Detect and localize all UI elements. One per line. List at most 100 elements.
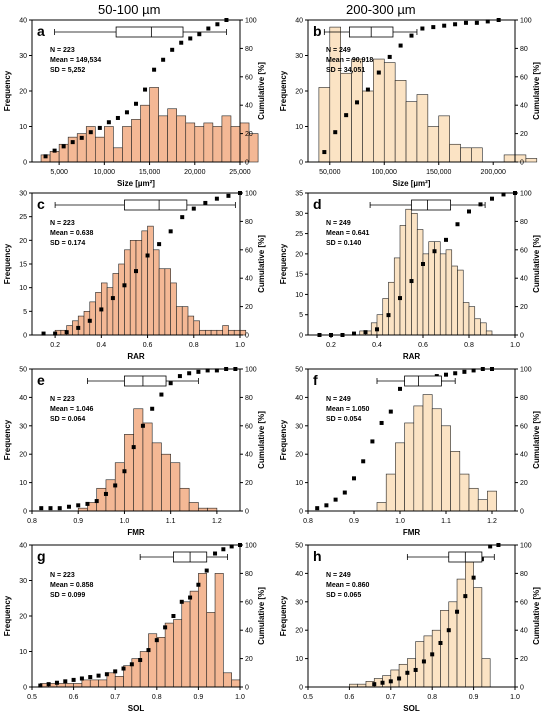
x-tick-label: 0.6 <box>69 694 79 701</box>
histogram-bar <box>431 408 442 512</box>
cumulative-point <box>388 409 393 414</box>
cumulative-point <box>438 640 443 645</box>
histogram-bar <box>434 241 441 336</box>
y2-tick-label: 100 <box>245 191 257 198</box>
histogram-bar <box>465 561 474 688</box>
cumulative-point <box>204 568 209 573</box>
y2-tick-label: 80 <box>520 46 528 53</box>
histogram-bar <box>388 281 395 336</box>
cumulative-point <box>41 331 46 336</box>
y-tick-label: 30 <box>19 423 27 430</box>
cumulative-point <box>463 594 468 599</box>
cumulative-point <box>488 544 493 549</box>
y2-tick-label: 60 <box>520 423 528 430</box>
y2-tick-label: 60 <box>245 599 253 606</box>
histogram-bar <box>362 90 374 163</box>
cumulative-point <box>333 130 338 135</box>
cumulative-point <box>157 242 162 247</box>
histogram-bar <box>161 453 171 512</box>
x-tick-label: 1.1 <box>441 518 451 525</box>
cumulative-point <box>110 296 115 301</box>
stats-text: SD = 0.054 <box>326 416 361 423</box>
x-tick-label: 15,000 <box>139 169 161 176</box>
histogram-bar <box>399 225 407 336</box>
histogram-bar <box>214 573 224 688</box>
histogram-bar <box>468 306 476 336</box>
y-tick-label: 10 <box>19 649 27 656</box>
histogram-bar <box>340 72 352 163</box>
histogram-bar <box>477 499 488 512</box>
histogram-bar <box>438 115 450 163</box>
cumulative-point <box>180 215 185 220</box>
histogram-bar <box>98 679 108 688</box>
cumulative-point <box>365 87 370 92</box>
y-tick-label: 0 <box>299 160 303 167</box>
cumulative-point <box>386 313 391 318</box>
y2-tick-label: 80 <box>245 395 253 402</box>
cumulative-point <box>490 196 494 201</box>
x-tick-label: 0.9 <box>349 518 359 525</box>
x-tick-label: 0.8 <box>152 694 162 701</box>
histogram-bar <box>413 405 424 512</box>
stats-text: N = 223 <box>50 396 75 403</box>
histogram-bar <box>205 329 212 336</box>
histogram-bar <box>142 422 153 512</box>
x-tick-label: 200,000 <box>481 169 506 176</box>
plot-frame <box>307 192 516 336</box>
column-title-right: 200-300 µm <box>346 2 416 17</box>
histogram-bar <box>405 208 412 336</box>
histogram-bar <box>222 325 229 336</box>
cumulative-point <box>43 154 48 159</box>
x-tick-label: 1.0 <box>120 518 130 525</box>
histogram-bar <box>451 265 458 336</box>
cumulative-point <box>134 101 138 106</box>
histogram-bar <box>95 136 105 163</box>
cumulative-point <box>478 202 483 207</box>
panel-g: 0.5 0.6 0.7 0.8 0.9 1.0010203040020406080100S… <box>3 543 266 714</box>
x-tick-label: 0.8 <box>27 518 37 525</box>
histogram-bar <box>176 306 183 336</box>
cumulative-point <box>444 237 448 242</box>
histogram-bar <box>189 590 199 688</box>
y-tick-label: 30 <box>295 423 303 430</box>
cumulative-point <box>398 386 402 391</box>
y-tick-label: 35 <box>295 191 303 198</box>
cumulative-point <box>187 371 192 376</box>
cumulative-point <box>453 22 458 27</box>
x-tick-label: 0.6 <box>143 342 153 349</box>
histogram-bar <box>404 422 415 512</box>
cumulative-point <box>168 229 173 234</box>
cumulative-point <box>431 25 436 30</box>
cumulative-point <box>363 330 368 335</box>
histogram-bar <box>230 126 241 163</box>
histogram-bar <box>422 253 430 336</box>
cumulative-point <box>140 423 145 428</box>
cumulative-point <box>103 491 108 496</box>
histogram-bar <box>233 329 241 336</box>
histogram-bar <box>473 587 483 688</box>
y2-axis-label: Cumulative [%] <box>532 411 541 469</box>
y-tick-label: 5 <box>23 309 27 316</box>
cumulative-point <box>154 638 159 643</box>
y-tick-label: 40 <box>19 395 27 402</box>
histogram-bar <box>415 641 425 688</box>
stats-text: Mean = 90,918 <box>326 57 373 64</box>
histogram-bar <box>124 249 131 336</box>
x-tick-label: 0.7 <box>110 694 120 701</box>
histogram-bar <box>104 126 114 163</box>
histogram-bar <box>376 502 387 512</box>
cumulative-point <box>177 374 182 379</box>
y2-tick-label: 20 <box>245 656 253 663</box>
histogram-bar <box>179 487 190 512</box>
x-tick-label: 100,000 <box>372 169 397 176</box>
y2-tick-label: 40 <box>520 103 528 110</box>
y2-tick-label: 60 <box>520 599 528 606</box>
y2-axis-label: Cumulative [%] <box>532 62 541 120</box>
histogram-bar <box>83 311 91 336</box>
cumulative-point <box>453 371 458 376</box>
histogram-bar <box>89 301 96 336</box>
y-axis-label: Frequency <box>279 243 288 284</box>
y2-tick-label: 0 <box>520 333 524 340</box>
y2-tick-label: 80 <box>520 219 528 226</box>
